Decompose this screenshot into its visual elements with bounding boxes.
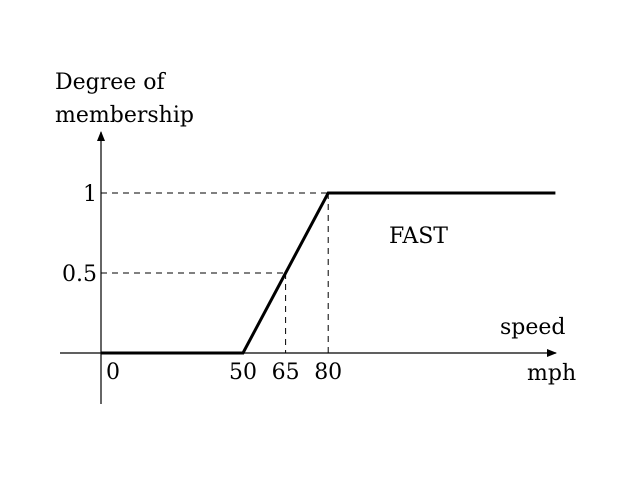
series-line-fast	[101, 191, 556, 355]
y-axis-label-line-2: membership	[55, 103, 194, 128]
x-tick-label-50: 50	[229, 360, 257, 385]
series-label-fast: FAST	[389, 224, 448, 249]
x-axis-label-bottom: mph	[527, 361, 576, 386]
x-tick-label-0: 0	[106, 360, 120, 385]
y-tick-label-one: 1	[83, 182, 97, 207]
x-tick-label-80: 80	[314, 360, 342, 385]
y-tick-label-half: 0.5	[62, 262, 97, 287]
x-tick-label-65: 65	[272, 360, 300, 385]
y-axis-label-line-1: Degree of	[55, 70, 167, 95]
x-axis-label-top: speed	[500, 315, 566, 340]
